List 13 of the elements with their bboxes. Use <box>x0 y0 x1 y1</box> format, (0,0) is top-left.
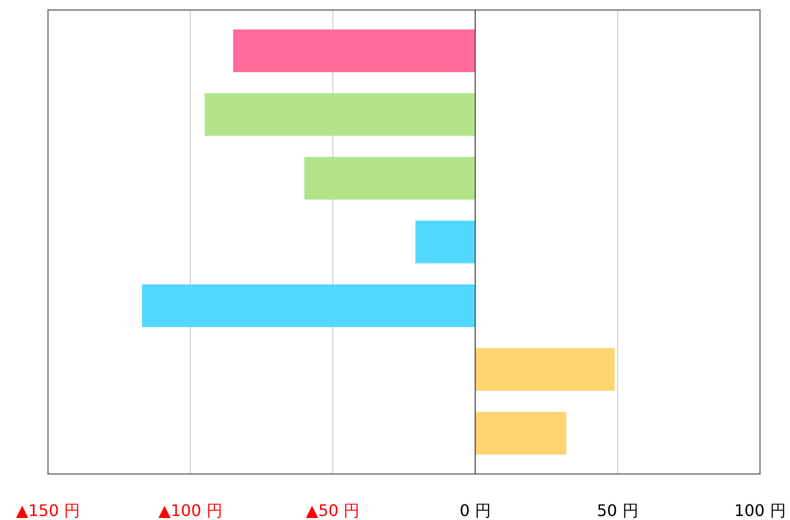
x-tick-label: 100 円 <box>734 501 786 520</box>
x-tick-label: ▲50 円 <box>306 501 360 520</box>
x-tick-label: 0 円 <box>460 501 491 520</box>
x-tick-label: ▲150 円 <box>16 501 80 520</box>
bar <box>415 220 476 264</box>
bar <box>142 284 476 328</box>
bar <box>304 156 476 200</box>
bar <box>233 29 476 72</box>
bar <box>475 412 566 455</box>
bar <box>204 93 476 136</box>
x-tick-label: ▲100 円 <box>158 501 222 520</box>
bar <box>475 348 615 391</box>
x-tick-label: 50 円 <box>596 501 638 520</box>
